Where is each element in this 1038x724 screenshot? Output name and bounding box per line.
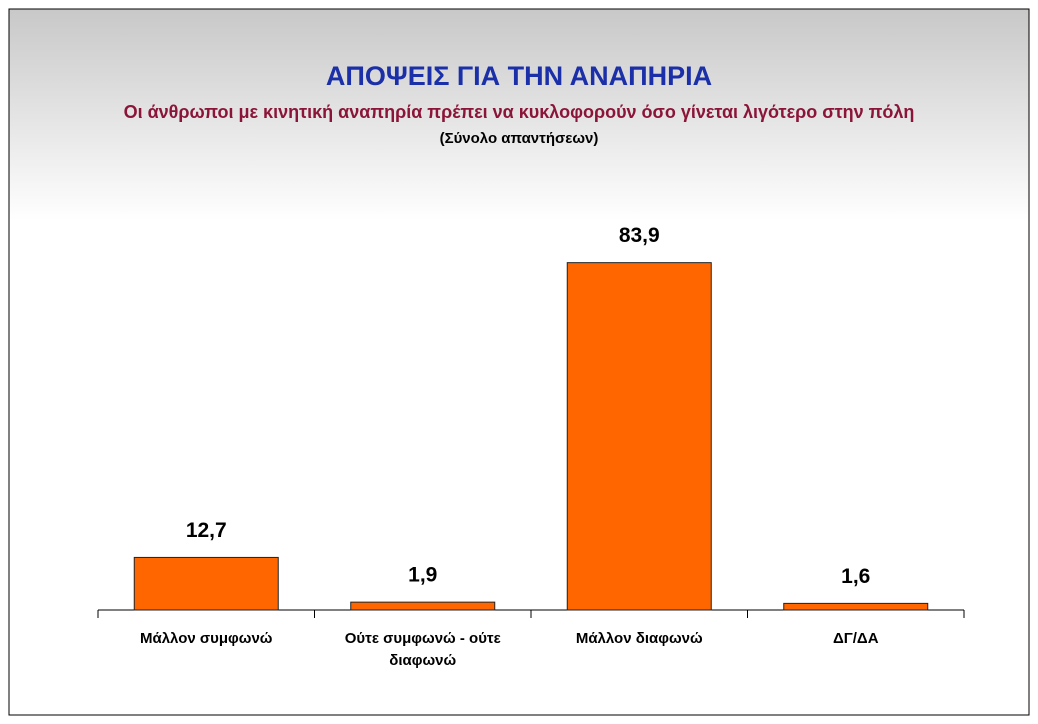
value-label: 12,7 bbox=[186, 519, 227, 542]
bar bbox=[350, 601, 496, 611]
value-label: 83,9 bbox=[619, 224, 660, 247]
bar bbox=[133, 556, 279, 611]
chart-title: ΑΠΟΨΕΙΣ ΓΙΑ ΤΗΝ ΑΝΑΠΗΡΙΑ bbox=[326, 61, 712, 91]
x-tick-label: ΔΓ/ΔΑ bbox=[832, 630, 879, 647]
bar bbox=[566, 262, 712, 611]
chart-note: (Σύνολο απαντήσεων) bbox=[440, 130, 599, 147]
x-tick-label: Μάλλον συμφωνώ bbox=[140, 630, 273, 647]
chart-subtitle: Οι άνθρωποι με κινητική αναπηρία πρέπει … bbox=[124, 102, 915, 122]
x-tick-label: Ούτε συμφωνώ - ούτε διαφωνώ bbox=[344, 630, 501, 669]
x-tick-label: Μάλλον διαφωνώ bbox=[575, 630, 703, 647]
bar bbox=[783, 602, 929, 611]
value-label: 1,6 bbox=[841, 565, 870, 588]
value-label: 1,9 bbox=[408, 564, 437, 587]
